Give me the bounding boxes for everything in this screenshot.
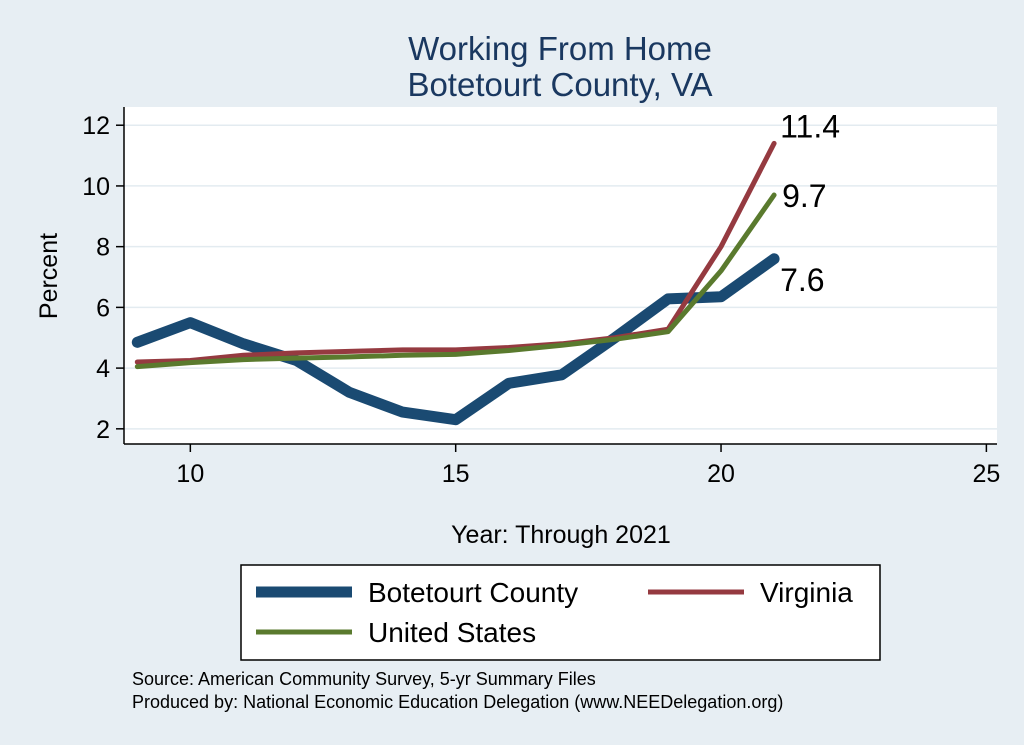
- legend-label-virginia: Virginia: [760, 577, 853, 608]
- y-axis-label: Percent: [35, 233, 63, 319]
- axes: [123, 107, 997, 445]
- x-tick-label: 25: [972, 460, 1000, 488]
- x-tick-label: 20: [707, 460, 735, 488]
- legend-label-botetourt: Botetourt County: [368, 577, 578, 608]
- x-tick-label: 15: [442, 460, 470, 488]
- legend-label-united-states: United States: [368, 617, 536, 648]
- source-note: Source: American Community Survey, 5-yr …: [132, 669, 596, 689]
- chart-title-line-2: Botetourt County, VA: [407, 66, 712, 103]
- end-label-virginia: 11.4: [780, 108, 840, 144]
- legend-box: [240, 564, 881, 661]
- y-tick-label: 6: [96, 294, 110, 322]
- chart-title-line-1: Working From Home: [408, 30, 712, 67]
- end-labels: 7.6 11.4 9.7: [780, 108, 840, 297]
- x-tick-label: 10: [176, 460, 204, 488]
- plot-area: [124, 107, 997, 444]
- producer-note: Produced by: National Economic Education…: [132, 692, 783, 712]
- end-label-botetourt: 7.6: [780, 262, 824, 298]
- legend: Botetourt County Virginia United States: [240, 564, 881, 661]
- y-tick-label: 12: [82, 112, 110, 140]
- y-axis-ticks: 2 4 6 8 10 12: [82, 112, 124, 444]
- end-label-united-states: 9.7: [782, 178, 826, 214]
- x-axis-ticks: 10 15 20 25: [176, 444, 1000, 488]
- y-tick-label: 8: [96, 234, 110, 262]
- y-tick-label: 2: [96, 416, 110, 444]
- x-axis-label: Year: Through 2021: [451, 521, 671, 549]
- series-lines: [131, 140, 780, 426]
- series-line-united-states: [134, 192, 777, 370]
- gridlines: [124, 124, 997, 430]
- series-line-botetourt: [131, 253, 780, 426]
- y-tick-label: 10: [82, 173, 110, 201]
- y-tick-label: 4: [96, 355, 110, 383]
